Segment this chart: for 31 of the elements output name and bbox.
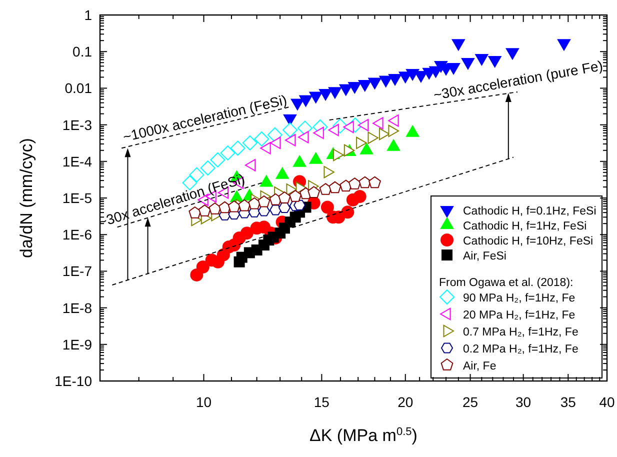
y-tick-label: 0.01	[64, 80, 92, 96]
x-tick-label: 30	[516, 394, 532, 410]
y-tick-label: 1E-3	[62, 116, 92, 133]
x-tick-label: 15	[314, 394, 330, 410]
legend-label: Cathodic H, f=0.1Hz, FeSi	[463, 206, 596, 218]
x-tick-label: 25	[462, 394, 478, 410]
annotation: From Ogawa et al. (2018):	[439, 277, 574, 289]
y-tick-label: 0.1	[72, 44, 92, 60]
legend-label: Air, Fe	[463, 360, 496, 372]
x-tick-label: 40	[599, 394, 615, 410]
legend-label: 90 MPa H₂, f=1Hz, Fe	[463, 292, 576, 304]
y-tick-label: 1	[84, 7, 92, 23]
y-axis-title: da/dN (mm/cyc)	[17, 138, 36, 258]
y-tick-label: 1E-5	[62, 190, 92, 206]
x-tick-label: 20	[398, 394, 414, 410]
x-tick-label: 10	[196, 394, 212, 410]
legend-label: 20 MPa H₂, f=1Hz, Fe	[463, 310, 576, 322]
x-tick-label: 35	[560, 394, 576, 410]
y-tick-label: 1E-4	[62, 153, 92, 170]
legend-label: 0.2 MPa H₂, f=1Hz, Fe	[463, 344, 578, 356]
legend-label: Air, FeSi	[463, 250, 506, 262]
y-tick-label: 1E-7	[62, 263, 92, 280]
annotation: ~30x acceleration (pure Fe)	[432, 57, 604, 103]
y-tick-label: 1E-6	[62, 226, 92, 243]
y-tick-label: 1E-10	[54, 373, 92, 389]
legend-label: Cathodic H, f=10Hz, FeSi	[463, 236, 594, 248]
x-axis-title: ΔK (MPa m$^{0.5}$)	[310, 426, 418, 445]
y-tick-label: 1E-8	[62, 300, 92, 316]
legend-label: 0.7 MPa H₂, f=1Hz, Fe	[463, 326, 578, 338]
y-tick-label: 1E-9	[62, 336, 92, 352]
legend-label: Cathodic H, f=1Hz, FeSi	[463, 220, 587, 232]
